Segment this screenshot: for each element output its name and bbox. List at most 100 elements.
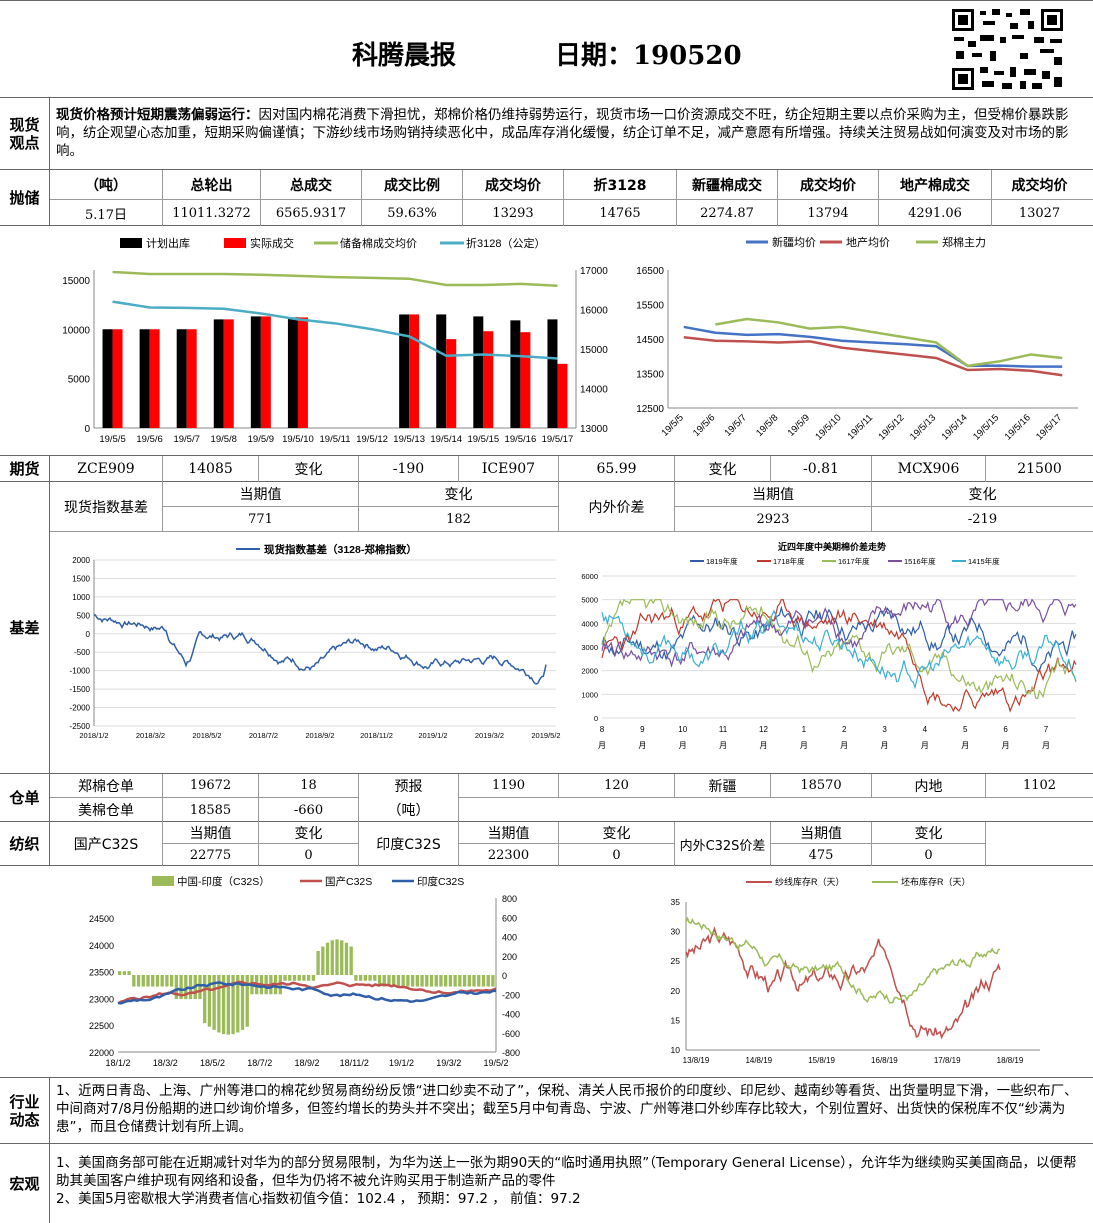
yarn-price-chart: 中国-印度（C32S） 国产C32S 印度C32S 22000 22500 23000 23… bbox=[89, 875, 520, 1068]
bar-spread bbox=[174, 975, 179, 1000]
x-tick: 2019/5/2 bbox=[531, 731, 560, 740]
wh-c1: 郑棉仓单 bbox=[50, 774, 163, 798]
x-tick-unit: 月 bbox=[961, 741, 969, 750]
x-tick: 3 bbox=[882, 725, 887, 734]
x-tick-label: 19/5/7 bbox=[723, 412, 749, 438]
industry-section: 行业 动态 1、近两日青岛、上海、广州等港口的棉花纱贸易商纷纷反馈“进口纱卖不动… bbox=[0, 1078, 1093, 1144]
y-right-tick: 17000 bbox=[580, 266, 608, 277]
spread-series-1 bbox=[601, 598, 1077, 713]
legend-label-2: 1617年度 bbox=[838, 556, 870, 566]
spin-v6: 0 bbox=[872, 844, 986, 866]
bar-spread bbox=[165, 975, 169, 987]
industry-text: 1、近两日青岛、上海、广州等港口的棉花纱贸易商纷纷反馈“进口纱卖不动了”，保税、… bbox=[56, 1083, 1078, 1135]
y-left-tick: 22500 bbox=[89, 1021, 114, 1031]
x-tick-label: 19/5/12 bbox=[876, 412, 906, 442]
bar-spread bbox=[292, 975, 297, 981]
bar-spread bbox=[245, 975, 249, 1027]
y-tick: 2000 bbox=[72, 556, 90, 565]
reserve-header-8: 地产棉成交 bbox=[879, 170, 992, 200]
price-line-chart: 新疆均价 地产均价 郑棉主力 12500 13500 14500 15500 16500 19/… bbox=[636, 235, 1078, 443]
y-right-tick: 13000 bbox=[580, 424, 608, 435]
x-tick: 15/8/19 bbox=[808, 1056, 835, 1065]
x-tick: 11 bbox=[719, 725, 728, 734]
bar-spread bbox=[340, 940, 344, 975]
x-tick-label: 19/5/11 bbox=[845, 412, 875, 442]
bar-actual bbox=[446, 339, 457, 428]
y-right-tick: -800 bbox=[502, 1048, 520, 1058]
y-right-tick: -400 bbox=[502, 1010, 520, 1020]
futures-cell-9: 21500 bbox=[1017, 461, 1062, 477]
reserve-value-8: 4291.06 bbox=[879, 200, 992, 226]
legend-label-3: 折3128（公定） bbox=[466, 236, 545, 250]
spot-view-body: 因对国内棉花消费下滑担忧，郑棉价格仍维持弱势运行，现货市场一口价资源成交不旺，纺… bbox=[56, 107, 1069, 159]
bar-spread bbox=[425, 975, 429, 987]
y-right-tick: 600 bbox=[502, 913, 517, 923]
macro-label: 宏观 bbox=[0, 1144, 50, 1223]
basis-series bbox=[93, 614, 547, 685]
wh-d4: （吨） bbox=[359, 798, 459, 822]
spin-n2: 印度C32S bbox=[359, 822, 459, 866]
bar-spread bbox=[311, 975, 316, 981]
spread-series-0 bbox=[601, 605, 1077, 672]
y-left-tick: 24500 bbox=[89, 914, 114, 924]
futures-cell-6: 变化 bbox=[675, 456, 771, 482]
x-tick-label: 19/5/9 bbox=[248, 434, 274, 445]
futures-cell-7: -0.81 bbox=[771, 456, 872, 482]
bar-plan bbox=[547, 319, 558, 428]
x-tick: 2 bbox=[842, 725, 847, 734]
legend-swatch-0 bbox=[152, 876, 174, 886]
y-tick: 500 bbox=[77, 611, 91, 620]
x-tick-unit: 月 bbox=[638, 741, 646, 750]
y-tick: 14500 bbox=[636, 335, 664, 346]
y-left-tick: 22000 bbox=[89, 1048, 114, 1058]
y-right-tick: 400 bbox=[502, 933, 517, 943]
x-tick: 2019/1/2 bbox=[418, 731, 447, 740]
wh-c5: 1190 bbox=[459, 774, 559, 798]
bar-spread bbox=[458, 975, 462, 987]
bar-plan bbox=[213, 319, 224, 428]
bar-actual bbox=[297, 317, 308, 428]
bar-spread bbox=[415, 975, 419, 987]
x-tick-unit: 月 bbox=[1042, 741, 1050, 750]
x-tick-label: 19/5/15 bbox=[971, 412, 1001, 442]
y-tick: 15 bbox=[671, 1015, 681, 1025]
y-tick: -2500 bbox=[70, 722, 91, 731]
x-tick: 13/8/19 bbox=[683, 1056, 710, 1065]
legend-label-4: 1415年度 bbox=[968, 556, 1000, 566]
bar-spread bbox=[236, 975, 240, 1033]
bar-spread bbox=[382, 975, 386, 987]
bar-actual bbox=[409, 314, 420, 428]
bar-plan bbox=[399, 314, 410, 428]
y-right-tick: 0 bbox=[502, 971, 507, 981]
bar-spread bbox=[434, 975, 438, 987]
legend-label-1: 国产C32S bbox=[325, 875, 372, 888]
futures-cell-4: ICE907 bbox=[459, 456, 559, 482]
x-tick: 6 bbox=[1003, 725, 1008, 734]
wh-c8: 18570 bbox=[771, 774, 872, 798]
x-tick: 2018/11/2 bbox=[360, 731, 393, 740]
chart-title: 近四年度中美期棉价差走势 bbox=[778, 541, 886, 552]
reserve-value-0: 5.17日 bbox=[50, 200, 163, 226]
bar-spread bbox=[151, 975, 155, 987]
x-tick: 18/8/19 bbox=[997, 1056, 1024, 1065]
y-tick: -1500 bbox=[70, 685, 91, 694]
reserve-value-3: 59.63% bbox=[362, 200, 463, 226]
basis-v4: -219 bbox=[872, 507, 1093, 532]
y-tick: 25 bbox=[671, 956, 681, 966]
bar-plan bbox=[102, 329, 113, 428]
x-tick-label: 19/5/8 bbox=[211, 434, 237, 445]
basis-v3: 2923 bbox=[675, 507, 872, 532]
bar-spread bbox=[467, 975, 471, 987]
bar-actual bbox=[520, 332, 531, 428]
bar-spread bbox=[288, 975, 292, 981]
bar-spread bbox=[387, 975, 391, 987]
y-tick: 16500 bbox=[636, 266, 664, 277]
wh-d1: 美棉仓单 bbox=[50, 798, 163, 822]
y-tick: 5000 bbox=[581, 596, 598, 605]
reserve-bar-chart: 计划出库 实际成交 储备棉成交均价 折3128（公定） 0 5000 10000 15000 1… bbox=[62, 236, 608, 445]
header: 科腾晨报 日期：190520 bbox=[0, 0, 1093, 98]
x-tick-label: 19/5/6 bbox=[136, 434, 162, 445]
y-left-tick: 5000 bbox=[68, 375, 91, 386]
bar-spread bbox=[491, 975, 495, 987]
bar-spread bbox=[439, 975, 443, 987]
